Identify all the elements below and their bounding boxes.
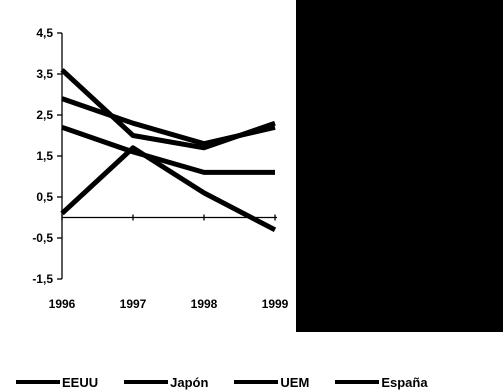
legend-label-espana: España xyxy=(381,374,428,390)
chart-legend: EEUU Japón UEM España xyxy=(16,372,503,392)
legend-swatch xyxy=(335,380,380,384)
x-tick-label: 1996 xyxy=(49,297,76,311)
series-line-japon xyxy=(60,145,277,233)
y-tick-label: 1,5 xyxy=(36,149,53,163)
legend-swatch xyxy=(16,380,60,384)
line-chart: 4,5 3,5 2,5 1,5 0,5 -0,5 -1,5 1996 1997 1998 1999 xyxy=(32,26,289,311)
x-axis-ticks: 1996 1997 1998 1999 xyxy=(49,214,289,311)
y-tick-label: 0,5 xyxy=(36,190,53,204)
y-axis-ticks: 4,5 3,5 2,5 1,5 0,5 -0,5 -1,5 xyxy=(32,26,62,286)
x-tick-label: 1998 xyxy=(191,297,218,311)
legend-swatch xyxy=(234,380,279,384)
series-line-uem xyxy=(61,124,275,175)
y-tick-label: 2,5 xyxy=(36,108,53,122)
legend-label-uem: UEM xyxy=(280,374,310,390)
series-line-espana xyxy=(61,96,276,147)
legend-item-uem: UEM xyxy=(234,375,309,390)
y-tick-label: 3,5 xyxy=(36,67,53,81)
x-tick-label: 1999 xyxy=(262,297,289,311)
chart-axes xyxy=(61,33,277,279)
chart-series xyxy=(60,68,277,233)
legend-label-japon: Japón xyxy=(170,374,209,390)
legend-item-espana: España xyxy=(335,374,428,390)
y-tick-label: -0,5 xyxy=(32,231,53,245)
x-tick-label: 1997 xyxy=(120,297,147,311)
legend-label-eeuu: EEUU xyxy=(62,374,99,390)
y-tick-label: -1,5 xyxy=(32,272,53,286)
legend-swatch xyxy=(124,380,169,384)
redaction-block xyxy=(296,0,503,332)
y-tick-label: 4,5 xyxy=(36,26,53,40)
legend-item-japon: Japón xyxy=(124,375,208,390)
legend-item-eeuu: EEUU xyxy=(16,375,98,390)
